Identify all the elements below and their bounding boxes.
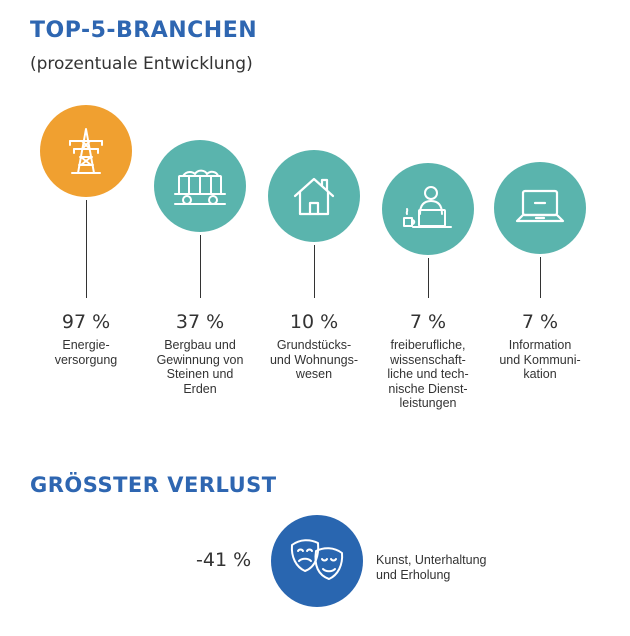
branch-label-freiberufliche: freiberufliche, wissenschaft- liche und … bbox=[387, 338, 469, 410]
loss-circle bbox=[271, 515, 363, 607]
branch-label-grundstuecks: Grundstücks- und Wohnungs- wesen bbox=[269, 338, 359, 381]
person-at-laptop-icon bbox=[403, 186, 452, 228]
branch-connector-line bbox=[86, 200, 87, 298]
branch-connector-line bbox=[314, 245, 315, 298]
laptop-icon bbox=[515, 189, 565, 223]
branch-label-bergbau: Bergbau und Gewinnung von Steinen und Er… bbox=[156, 338, 244, 396]
page-subtitle: (prozentuale Entwicklung) bbox=[30, 54, 253, 74]
power-pylon-icon bbox=[69, 128, 103, 174]
branch-value-freiberufliche: 7 % bbox=[409, 311, 447, 333]
branch-circle-bergbau bbox=[154, 140, 246, 232]
branch-label-information: Information und Kommuni- kation bbox=[499, 338, 581, 381]
branch-value-grundstuecks: 10 % bbox=[289, 311, 339, 333]
branch-value-bergbau: 37 % bbox=[175, 311, 225, 333]
page-title: TOP-5-BRANCHEN bbox=[30, 18, 258, 43]
branch-value-information: 7 % bbox=[521, 311, 559, 333]
branch-connector-line bbox=[200, 235, 201, 298]
house-icon bbox=[293, 177, 335, 216]
branch-circle-information bbox=[494, 162, 586, 254]
branch-circle-grundstuecks bbox=[268, 150, 360, 242]
theater-masks-icon bbox=[290, 539, 344, 580]
mining-cart-icon bbox=[174, 169, 226, 205]
branch-connector-line bbox=[428, 258, 429, 298]
loss-section-title: GRÖSSTER VERLUST bbox=[30, 473, 277, 497]
loss-label: Kunst, Unterhaltung und Erholung bbox=[376, 553, 487, 582]
branch-value-energie: 97 % bbox=[61, 311, 111, 333]
branch-label-energie: Energie- versorgung bbox=[54, 338, 118, 367]
branch-connector-line bbox=[540, 257, 541, 298]
loss-value: -41 % bbox=[196, 549, 252, 571]
branch-circle-freiberufliche bbox=[382, 163, 474, 255]
branch-circle-energie bbox=[40, 105, 132, 197]
